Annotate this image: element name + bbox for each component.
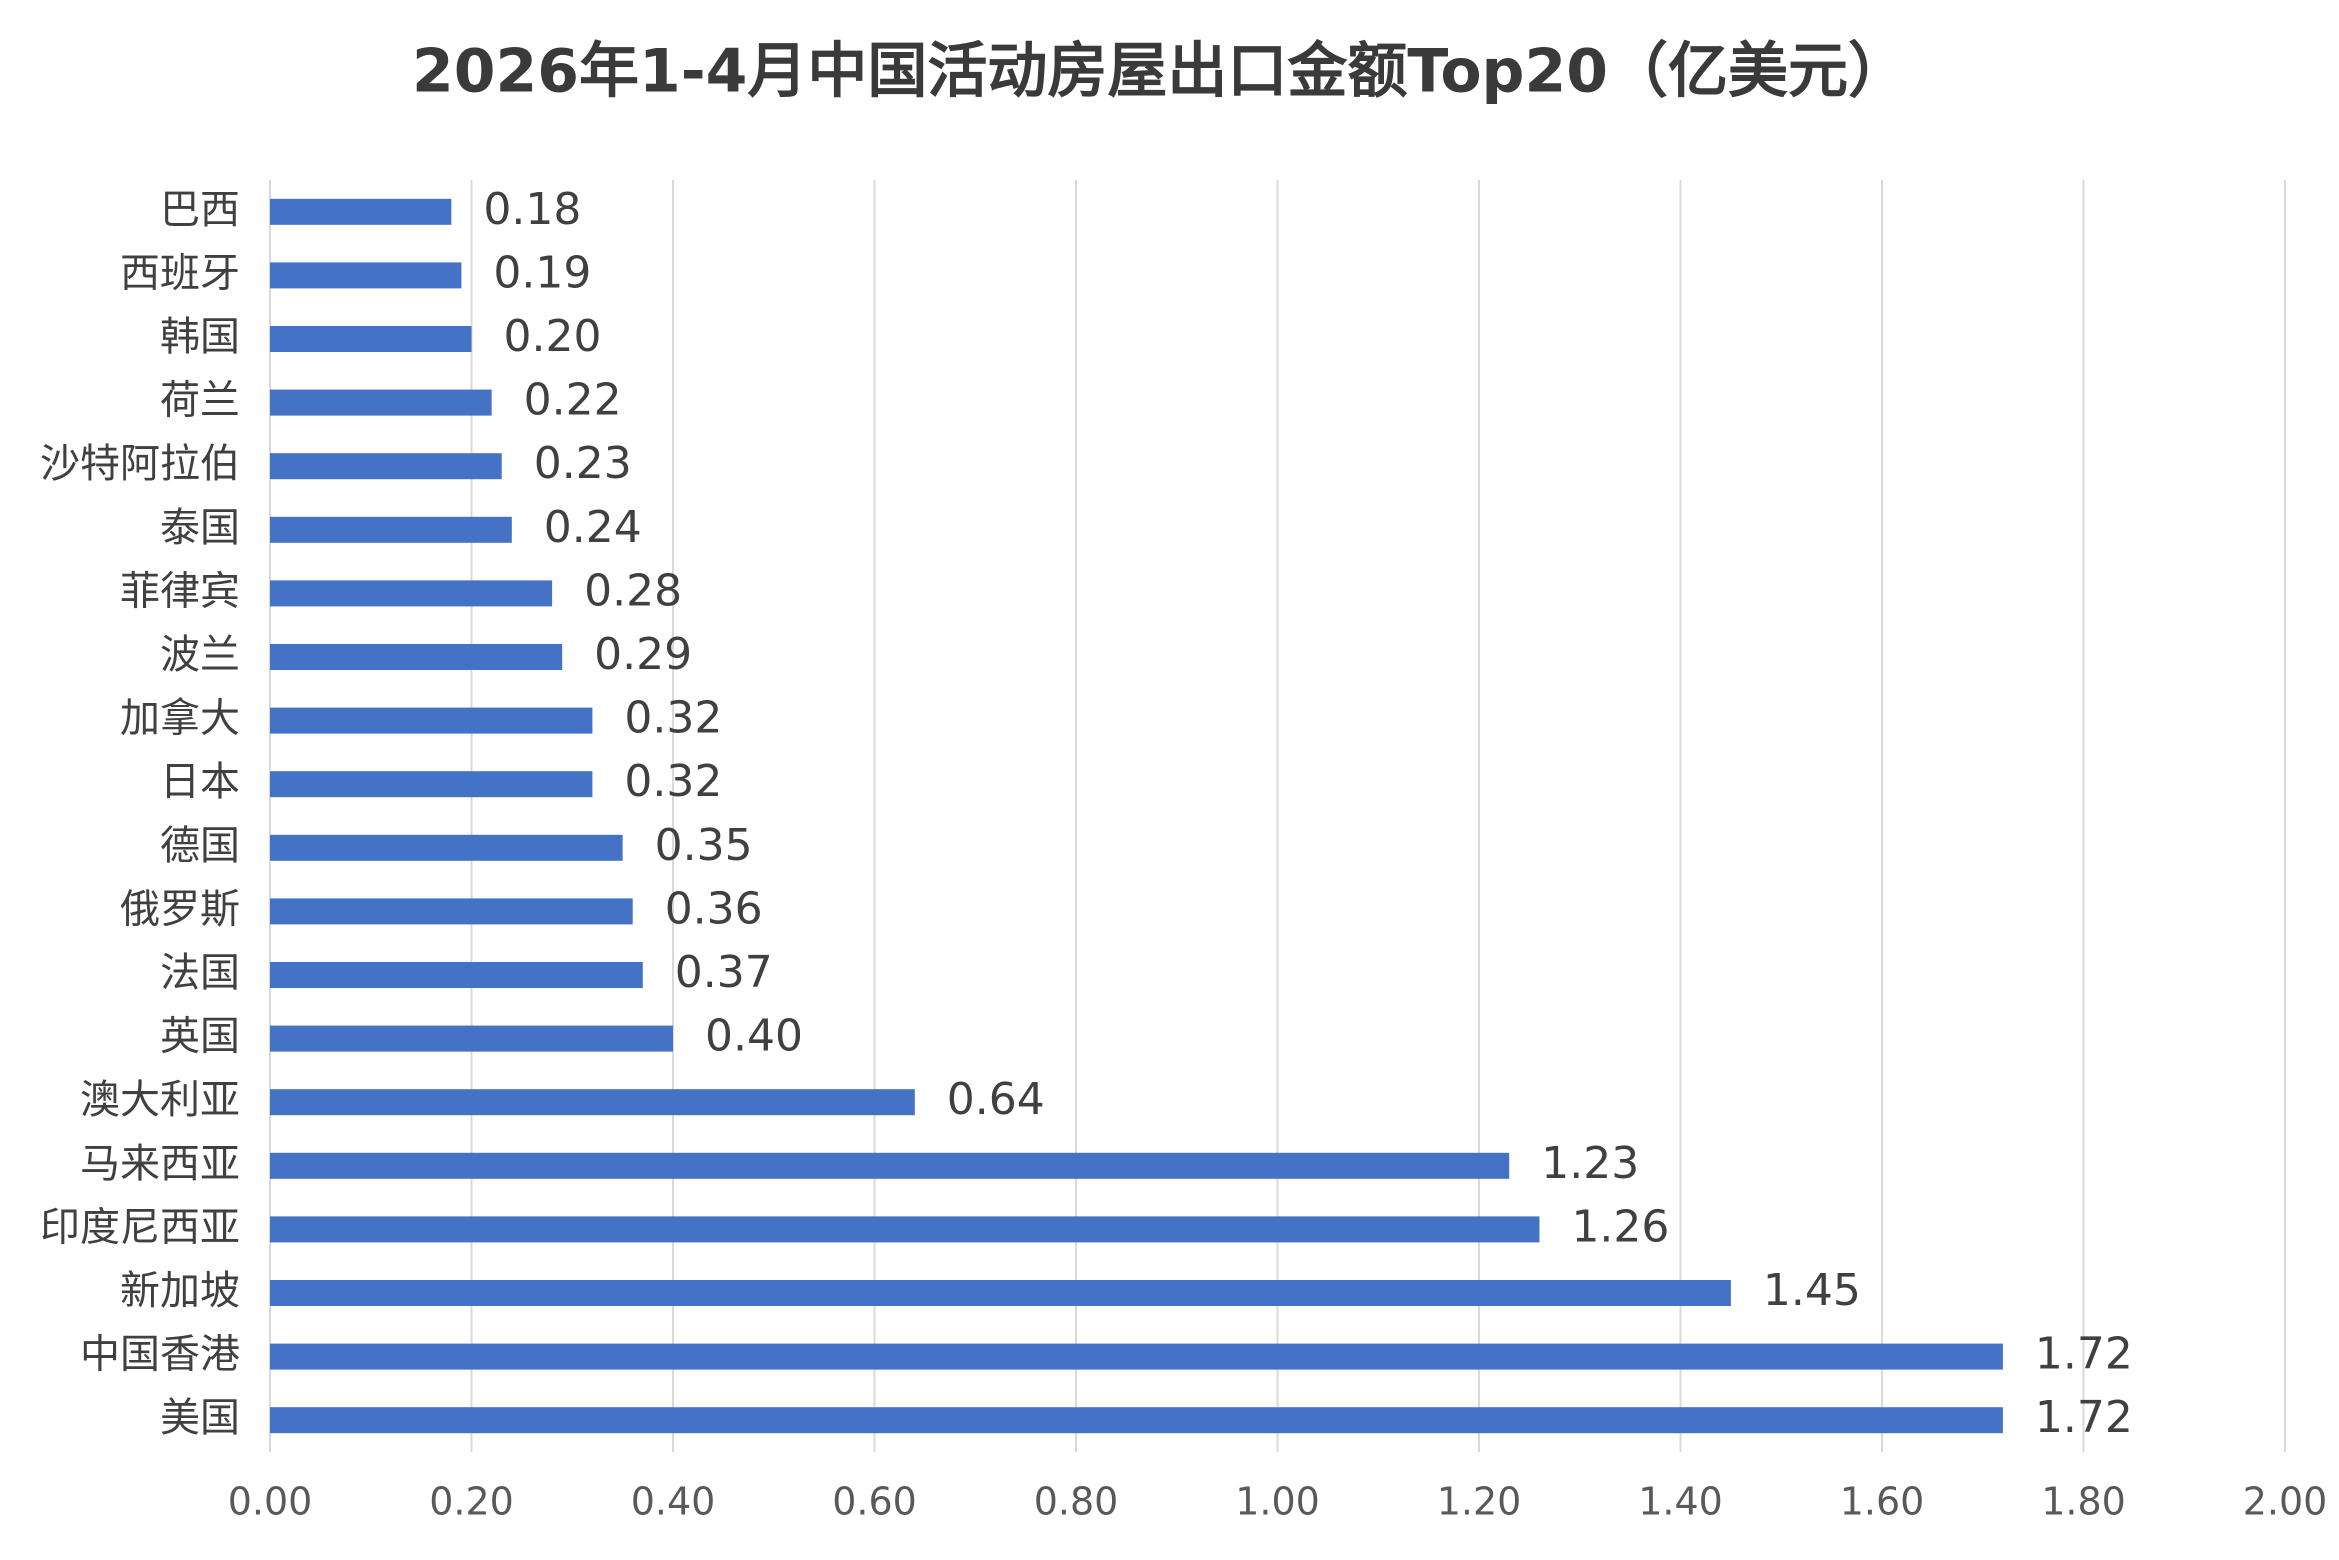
bar [270,962,643,988]
y-tick-label: 澳大利亚 [80,1077,240,1123]
y-tick-label: 荷兰 [160,378,240,424]
chart-title: 2026年1-4月中国活动房屋出口金额Top20（亿美元） [412,37,1908,107]
bar [270,1025,673,1052]
y-tick-label: 加拿大 [120,696,240,742]
y-tick-label: 日本 [160,759,240,805]
value-label: 1.72 [2035,1392,2133,1443]
x-tick-label: 0.80 [1034,1480,1119,1524]
x-tick-label: 1.80 [2041,1480,2126,1524]
y-tick-label: 法国 [160,950,240,996]
bar [270,453,502,480]
x-tick-label: 0.60 [832,1480,917,1524]
value-label: 0.23 [534,438,632,489]
y-tick-label: 沙特阿拉伯 [40,441,240,487]
bar [270,771,593,798]
x-tick-label: 1.40 [1638,1480,1723,1524]
y-tick-label: 英国 [160,1014,240,1060]
y-tick-label: 巴西 [160,187,240,233]
bar [270,580,553,607]
x-tick-label: 1.20 [1437,1480,1522,1524]
x-tick-label: 1.00 [1235,1480,1320,1524]
y-tick-label: 西班牙 [120,250,240,296]
bar [270,262,462,289]
value-label: 0.24 [544,502,642,553]
bar [270,1280,1731,1306]
x-tick-label: 1.60 [1840,1480,1925,1524]
bar [270,1216,1540,1243]
value-label: 0.32 [624,756,722,807]
value-label: 1.23 [1541,1138,1639,1189]
bar [270,1343,2003,1370]
bar [270,644,563,670]
value-label: 0.64 [947,1074,1045,1125]
y-tick-label: 波兰 [160,632,240,678]
x-tick-label: 0.00 [228,1480,313,1524]
bar [270,326,472,352]
value-label: 0.37 [675,947,773,998]
value-label: 0.40 [705,1011,803,1062]
value-label: 1.72 [2035,1329,2133,1380]
value-label: 0.32 [624,693,722,744]
y-tick-label: 德国 [160,823,240,869]
y-tick-label: 马来西亚 [80,1141,240,1187]
value-label: 0.18 [483,184,581,235]
y-tick-label: 中国香港 [80,1332,240,1378]
x-tick-label: 2.00 [2243,1480,2328,1524]
bar [270,516,512,543]
y-tick-label: 美国 [160,1395,240,1441]
y-tick-label: 韩国 [160,314,240,360]
bar [270,1089,915,1116]
value-label: 0.22 [524,375,622,426]
bar [270,198,452,225]
bar [270,1152,1510,1179]
bar [270,707,593,734]
y-tick-label: 菲律宾 [120,568,240,614]
value-label: 0.20 [504,311,602,362]
value-label: 1.26 [1571,1201,1669,1252]
value-label: 0.35 [655,820,753,871]
bar [270,898,633,925]
x-tick-label: 0.20 [429,1480,514,1524]
bar [270,389,492,416]
y-tick-label: 俄罗斯 [120,886,240,932]
y-tick-label: 新加坡 [120,1268,240,1314]
x-tick-label: 0.40 [631,1480,716,1524]
value-label: 0.28 [584,565,682,616]
value-label: 0.29 [594,629,692,680]
value-label: 0.19 [493,247,591,298]
y-tick-label: 印度尼西亚 [40,1204,240,1250]
bar [270,834,623,861]
y-tick-label: 泰国 [160,505,240,551]
value-label: 1.45 [1763,1265,1861,1316]
bar [270,1407,2003,1434]
value-label: 0.36 [665,883,763,934]
